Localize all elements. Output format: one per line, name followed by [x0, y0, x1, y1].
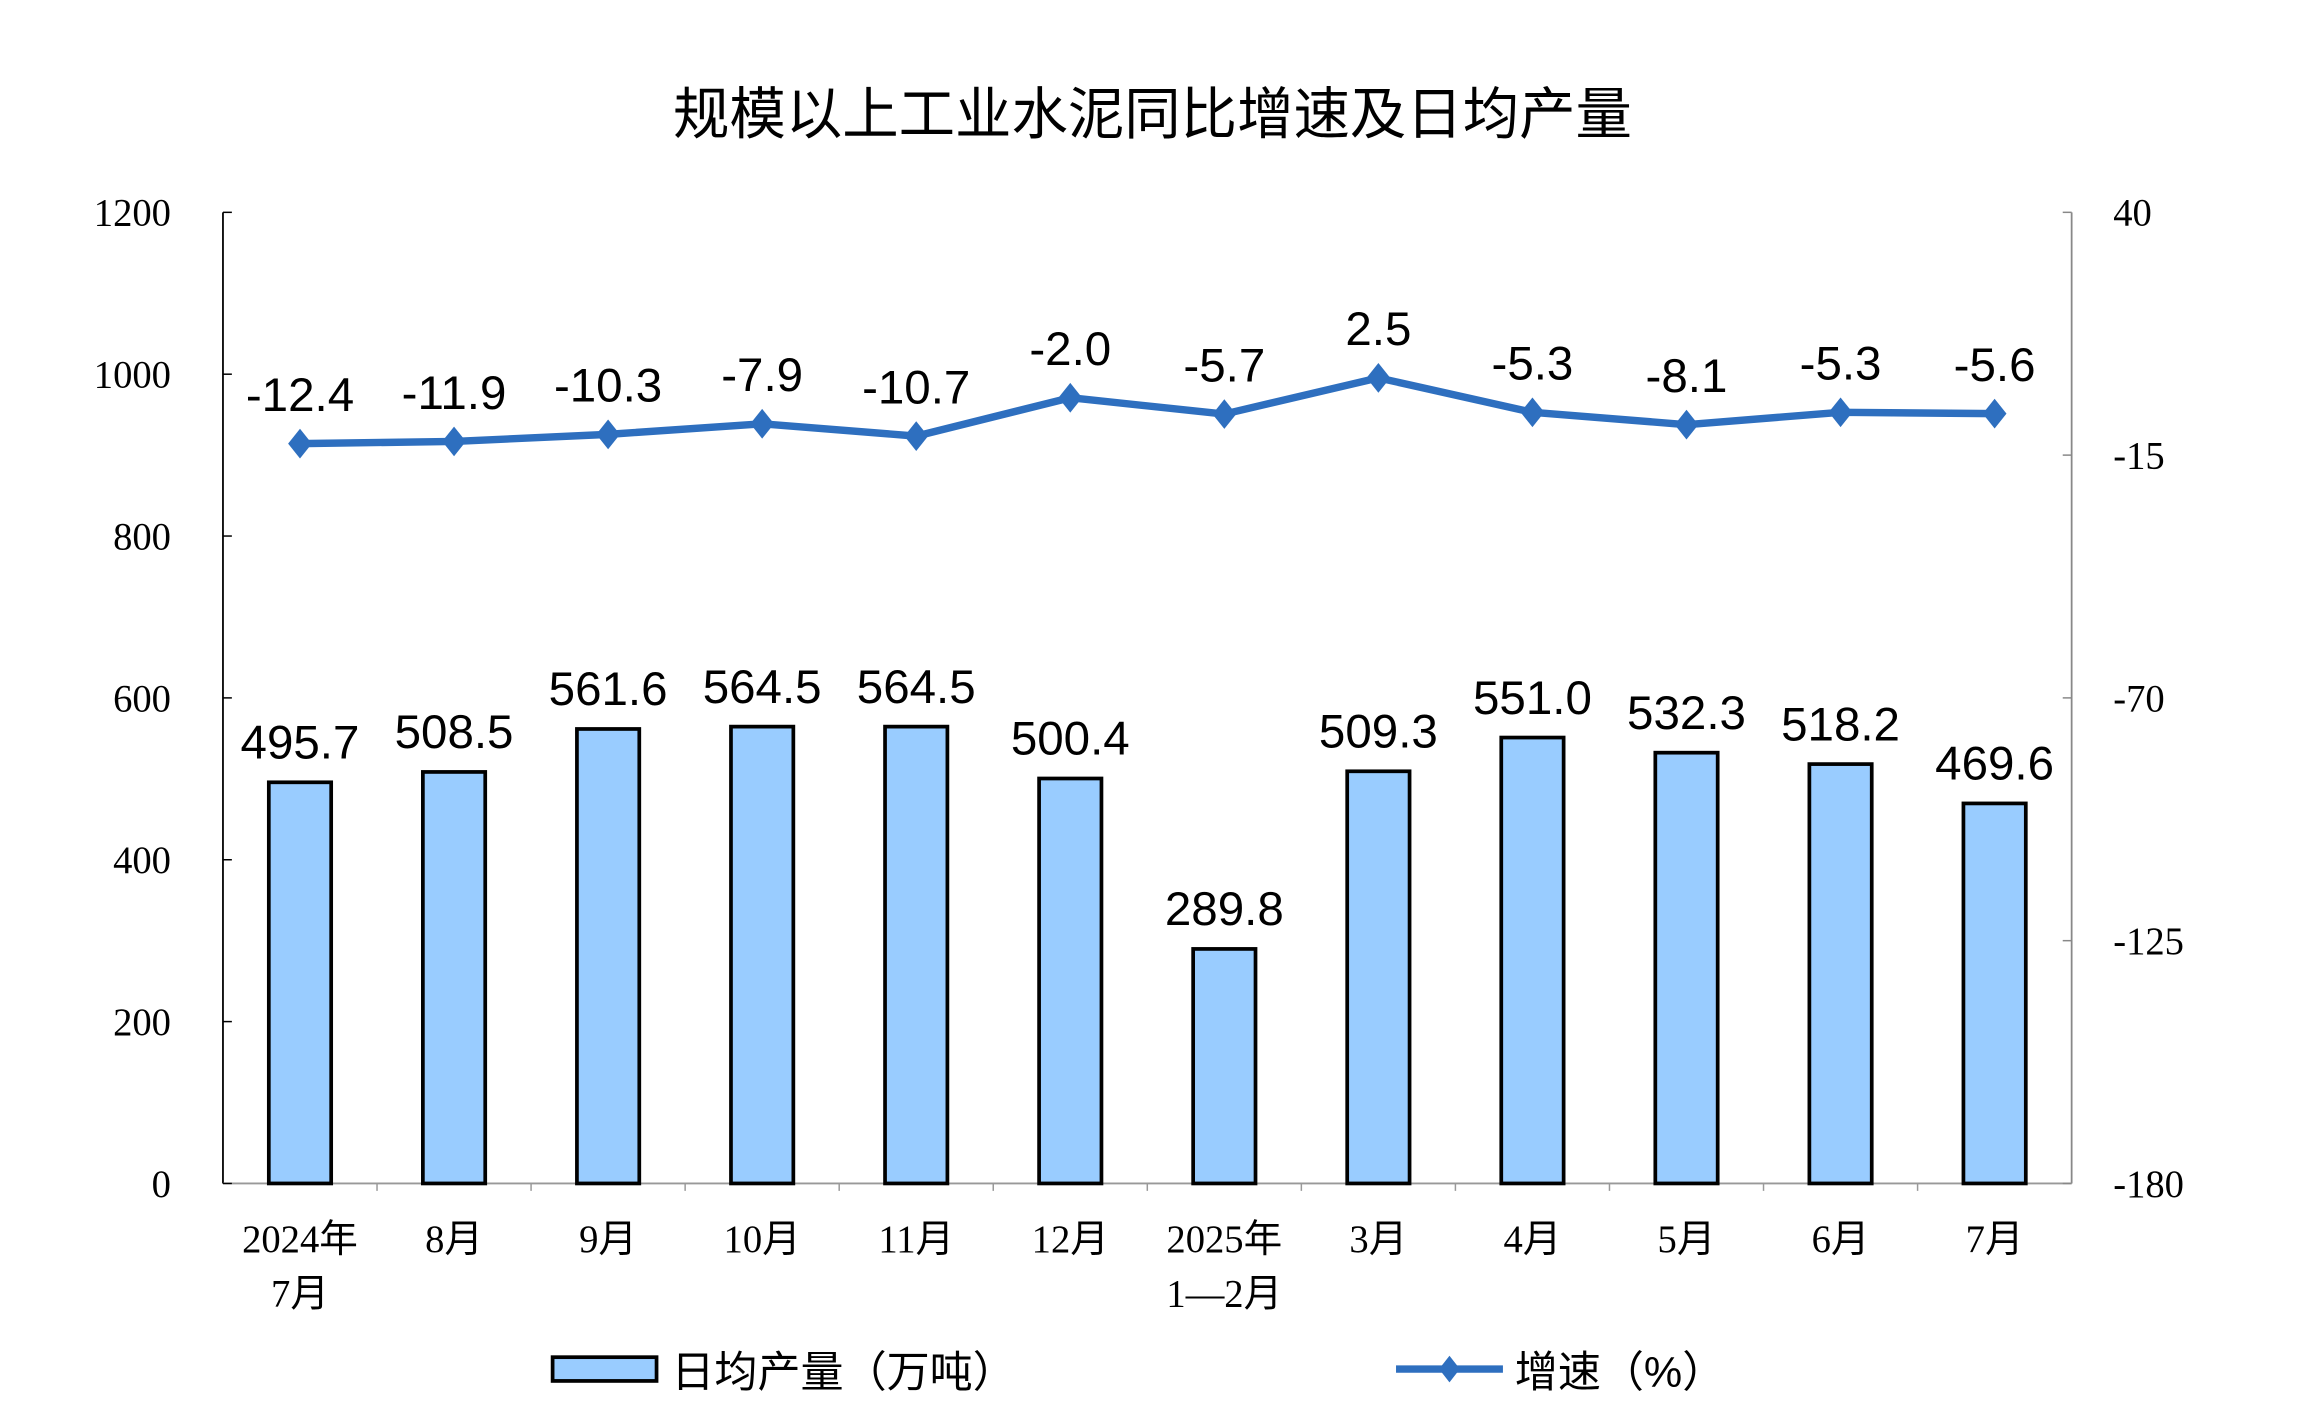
x-tick-label: 6月 [1812, 1219, 1870, 1261]
diamond-marker [1828, 397, 1853, 428]
legend-bar-label: 日均产量（万吨） [671, 1349, 1015, 1397]
diamond-marker [596, 419, 620, 450]
left-tick-label: 600 [113, 678, 171, 720]
bar-value-label: 469.6 [1935, 738, 2054, 791]
diamond-marker [442, 426, 466, 457]
legend-diamond-marker [1439, 1355, 1460, 1383]
chart-title: 规模以上工业水泥同比增速及日均产量 [673, 83, 1632, 146]
right-tick-label: -15 [2113, 435, 2164, 477]
bar [1961, 801, 2028, 1186]
bars [266, 724, 2028, 1186]
growth-value-label: -10.7 [862, 361, 970, 414]
x-tick-label: 3月 [1349, 1219, 1407, 1261]
right-tick-label: 40 [2113, 193, 2152, 235]
x-tick-label: 7月 [1966, 1219, 2024, 1261]
growth-value-label: -5.7 [1183, 339, 1265, 392]
growth-value-label: -7.9 [721, 349, 803, 402]
diamond-marker [750, 408, 775, 439]
growth-value-label: -5.6 [1954, 339, 2036, 392]
right-tick-label: -180 [2113, 1164, 2184, 1206]
x-tick-label: 2024年 [242, 1218, 358, 1261]
diamond-marker [904, 421, 929, 451]
bar-value-label: 509.3 [1319, 706, 1438, 759]
diamond-marker [1058, 382, 1083, 413]
growth-value-label: 2.5 [1345, 303, 1411, 356]
bar-value-label: 551.0 [1473, 672, 1592, 725]
x-tick-label: 2025年 [1166, 1218, 1282, 1261]
bar-value-label: 564.5 [857, 661, 976, 714]
data-labels: 495.7 508.5 561.6 564.5 564.5 500.4 289.8 509.3… [241, 303, 2054, 936]
diamond-marker [1674, 409, 1699, 440]
legend: 日均产量（万吨） 增速（%） [550, 1349, 1725, 1397]
bar [1345, 769, 1412, 1186]
growth-value-label: -2.0 [1029, 323, 1111, 376]
bar [1037, 776, 1104, 1186]
left-tick-label: 400 [113, 840, 171, 882]
bar-value-label: 564.5 [703, 661, 822, 714]
bar-value-label: 500.4 [1011, 713, 1130, 766]
growth-value-label: -5.3 [1492, 338, 1574, 391]
diamond-marker [1982, 398, 2007, 429]
bar-value-label: 518.2 [1781, 698, 1900, 751]
diamond-marker [1212, 399, 1237, 429]
legend-line-label: 增速（%） [1515, 1349, 1725, 1397]
bar [1191, 947, 1258, 1186]
right-tick-label: -70 [2113, 678, 2164, 720]
growth-value-label: -8.1 [1646, 350, 1728, 403]
right-tick-label: -125 [2113, 921, 2184, 963]
x-tick-label: 5月 [1658, 1219, 1716, 1261]
bar-value-label: 561.6 [549, 663, 668, 716]
diamond-marker [1520, 397, 1545, 428]
x-tick-label: 9月 [579, 1219, 637, 1261]
left-tick-label: 0 [152, 1164, 171, 1206]
bar-value-label: 508.5 [395, 706, 514, 759]
left-tick-label: 1200 [94, 193, 171, 235]
bar [575, 727, 642, 1186]
bar-value-label: 532.3 [1627, 687, 1746, 740]
x-tick-label: 1—2月 [1166, 1274, 1282, 1316]
bar [1499, 735, 1566, 1186]
bar-value-label: 289.8 [1165, 883, 1284, 936]
bar-value-label: 495.7 [241, 717, 360, 770]
bar [1653, 750, 1720, 1186]
growth-value-label: -10.3 [554, 360, 662, 413]
x-tick-label: 4月 [1503, 1219, 1561, 1261]
growth-value-label: -12.4 [246, 369, 354, 422]
left-tick-label: 1000 [94, 355, 171, 397]
bar [1807, 762, 1874, 1186]
left-tick-label: 800 [113, 516, 171, 558]
growth-line [299, 374, 1995, 448]
bar [883, 724, 950, 1186]
line-series [288, 363, 2007, 459]
x-tick-label: 12月 [1032, 1219, 1109, 1261]
bar [729, 724, 796, 1186]
legend-bar-swatch [550, 1355, 659, 1383]
diamond-marker [288, 428, 312, 459]
left-tick-label: 200 [113, 1002, 171, 1044]
growth-value-label: -11.9 [402, 367, 507, 420]
bar [266, 780, 334, 1186]
axes: 0 200 400 600 800 1000 1200 -180 -125 -70 -15 40 202… [94, 193, 2184, 1316]
bar [421, 770, 488, 1186]
x-tick-label: 7月 [271, 1274, 329, 1316]
x-tick-label: 10月 [724, 1219, 801, 1261]
x-tick-label: 8月 [425, 1219, 483, 1261]
x-tick-label: 11月 [878, 1219, 954, 1261]
growth-value-label: -5.3 [1800, 338, 1882, 391]
diamond-marker [1366, 363, 1391, 393]
